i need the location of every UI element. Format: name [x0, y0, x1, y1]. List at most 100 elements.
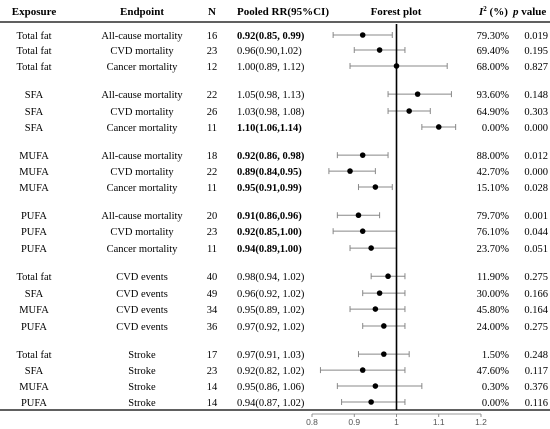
row-n: 12 [207, 62, 218, 73]
point-estimate [414, 91, 421, 97]
row-exposure: Total fat [16, 62, 51, 73]
row-pooled-rr: 0.96(0.90,1.02) [237, 46, 302, 57]
point-estimate [355, 212, 362, 219]
row-i2: 76.10% [477, 227, 510, 238]
header-n: N [208, 6, 216, 18]
row-exposure: Total fat [16, 46, 51, 57]
table-row: Total fat CVD events 40 0.98(0.94, 1.02) 11.… [16, 272, 548, 283]
row-i2: 15.10% [477, 183, 510, 194]
row-pooled-rr: 0.94(0.87, 1.02) [237, 398, 305, 409]
row-i2: 24.00% [477, 322, 510, 333]
row-n: 23 [207, 227, 218, 238]
row-endpoint: CVD events [116, 289, 168, 300]
row-endpoint: CVD mortality [110, 167, 174, 178]
table-row: PUFA CVD events 36 0.97(0.92, 1.02) 24.00% 0.… [21, 322, 548, 333]
row-p-value: 0.275 [524, 322, 548, 333]
row-exposure: SFA [25, 90, 44, 101]
table-row: Total fat Stroke 17 0.97(0.91, 1.03) 1.50% 0.… [16, 350, 548, 361]
point-estimate [359, 228, 366, 234]
row-p-value: 0.827 [524, 62, 548, 73]
x-tick-label: 0.8 [306, 417, 318, 427]
row-i2: 1.50% [482, 350, 509, 361]
row-i2: 79.70% [477, 211, 510, 222]
row-i2: 45.80% [477, 305, 510, 316]
row-pooled-rr: 0.96(0.92, 1.02) [237, 289, 305, 300]
row-exposure: PUFA [21, 244, 47, 255]
row-n: 14 [207, 398, 218, 409]
row-endpoint: CVD mortality [110, 46, 174, 57]
row-endpoint: All-cause mortality [101, 90, 183, 101]
row-p-value: 0.000 [524, 167, 548, 178]
row-exposure: SFA [25, 289, 44, 300]
row-exposure: PUFA [21, 398, 47, 409]
table-rows: Total fat All-cause mortality 16 0.92(0.85,… [16, 31, 548, 409]
row-endpoint: Cancer mortality [107, 123, 179, 134]
point-estimate [372, 184, 379, 190]
point-estimate [372, 383, 379, 389]
header-p-symbol: p [512, 6, 519, 18]
row-endpoint: Cancer mortality [107, 62, 179, 73]
row-pooled-rr: 0.91(0.86,0.96) [237, 211, 302, 222]
forest-plot-area: 0.8 0.9 1 1.1 1.2 [306, 24, 487, 427]
row-p-value: 0.148 [524, 90, 548, 101]
table-row: PUFA Cancer mortality 11 0.94(0.89,1.00) 23.… [21, 244, 548, 255]
row-exposure: MUFA [19, 151, 49, 162]
point-estimate [359, 32, 366, 38]
row-pooled-rr: 0.97(0.92, 1.02) [237, 322, 305, 333]
row-pooled-rr: 0.92(0.82, 1.02) [237, 366, 305, 377]
row-i2: 0.00% [482, 123, 509, 134]
row-pooled-rr: 0.89(0.84,0.95) [237, 167, 302, 178]
table-row: SFA Stroke 23 0.92(0.82, 1.02) 47.60% 0.117 [25, 366, 548, 377]
x-tick-label: 1.2 [475, 417, 487, 427]
header-endpoint: Endpoint [120, 6, 164, 18]
row-endpoint: All-cause mortality [101, 151, 183, 162]
point-estimate [359, 152, 366, 158]
row-p-value: 0.012 [524, 151, 548, 162]
point-estimate [368, 399, 374, 405]
row-exposure: MUFA [19, 183, 49, 194]
row-endpoint: Cancer mortality [107, 244, 179, 255]
header-i2-unit: (%) [487, 6, 508, 18]
point-estimate [435, 124, 442, 130]
row-endpoint: CVD mortality [110, 107, 174, 118]
row-p-value: 0.001 [524, 211, 548, 222]
row-exposure: SFA [25, 366, 44, 377]
row-endpoint: CVD events [116, 322, 168, 333]
row-n: 20 [207, 211, 218, 222]
row-exposure: MUFA [19, 167, 49, 178]
row-n: 11 [207, 244, 217, 255]
row-endpoint: Stroke [128, 350, 156, 361]
header-row: Exposure Endpoint N Pooled RR(95%CI) For… [12, 5, 547, 18]
header-exposure: Exposure [12, 6, 57, 18]
table-row: PUFA Stroke 14 0.94(0.87, 1.02) 0.00% 0.116 [21, 398, 548, 409]
row-exposure: SFA [25, 123, 44, 134]
row-endpoint: CVD events [116, 305, 168, 316]
row-p-value: 0.166 [524, 289, 548, 300]
x-tick-label: 1 [394, 417, 399, 427]
row-n: 11 [207, 183, 217, 194]
x-tick-label: 1.1 [433, 417, 445, 427]
point-estimate [385, 273, 391, 280]
point-estimate [359, 367, 366, 373]
row-i2: 42.70% [477, 167, 510, 178]
row-exposure: MUFA [19, 382, 49, 393]
row-i2: 64.90% [477, 107, 510, 118]
row-exposure: PUFA [21, 211, 47, 222]
row-exposure: MUFA [19, 305, 49, 316]
row-endpoint: Cancer mortality [107, 183, 179, 194]
table-row: PUFA CVD mortality 23 0.92(0.85,1.00) 76.10%… [21, 227, 549, 238]
row-pooled-rr: 1.10(1.06,1.14) [237, 123, 302, 134]
row-p-value: 0.376 [524, 382, 548, 393]
row-pooled-rr: 1.03(0.98, 1.08) [237, 107, 305, 118]
point-estimate [368, 245, 374, 251]
row-endpoint: All-cause mortality [101, 211, 183, 222]
point-estimate [381, 351, 387, 357]
row-exposure: Total fat [16, 31, 51, 42]
row-p-value: 0.303 [524, 107, 548, 118]
row-i2: 30.00% [477, 289, 510, 300]
row-pooled-rr: 0.95(0.86, 1.06) [237, 382, 305, 393]
row-pooled-rr: 0.92(0.85,1.00) [237, 227, 302, 238]
row-p-value: 0.117 [525, 366, 548, 377]
row-exposure: PUFA [21, 227, 47, 238]
row-i2: 68.00% [477, 62, 510, 73]
